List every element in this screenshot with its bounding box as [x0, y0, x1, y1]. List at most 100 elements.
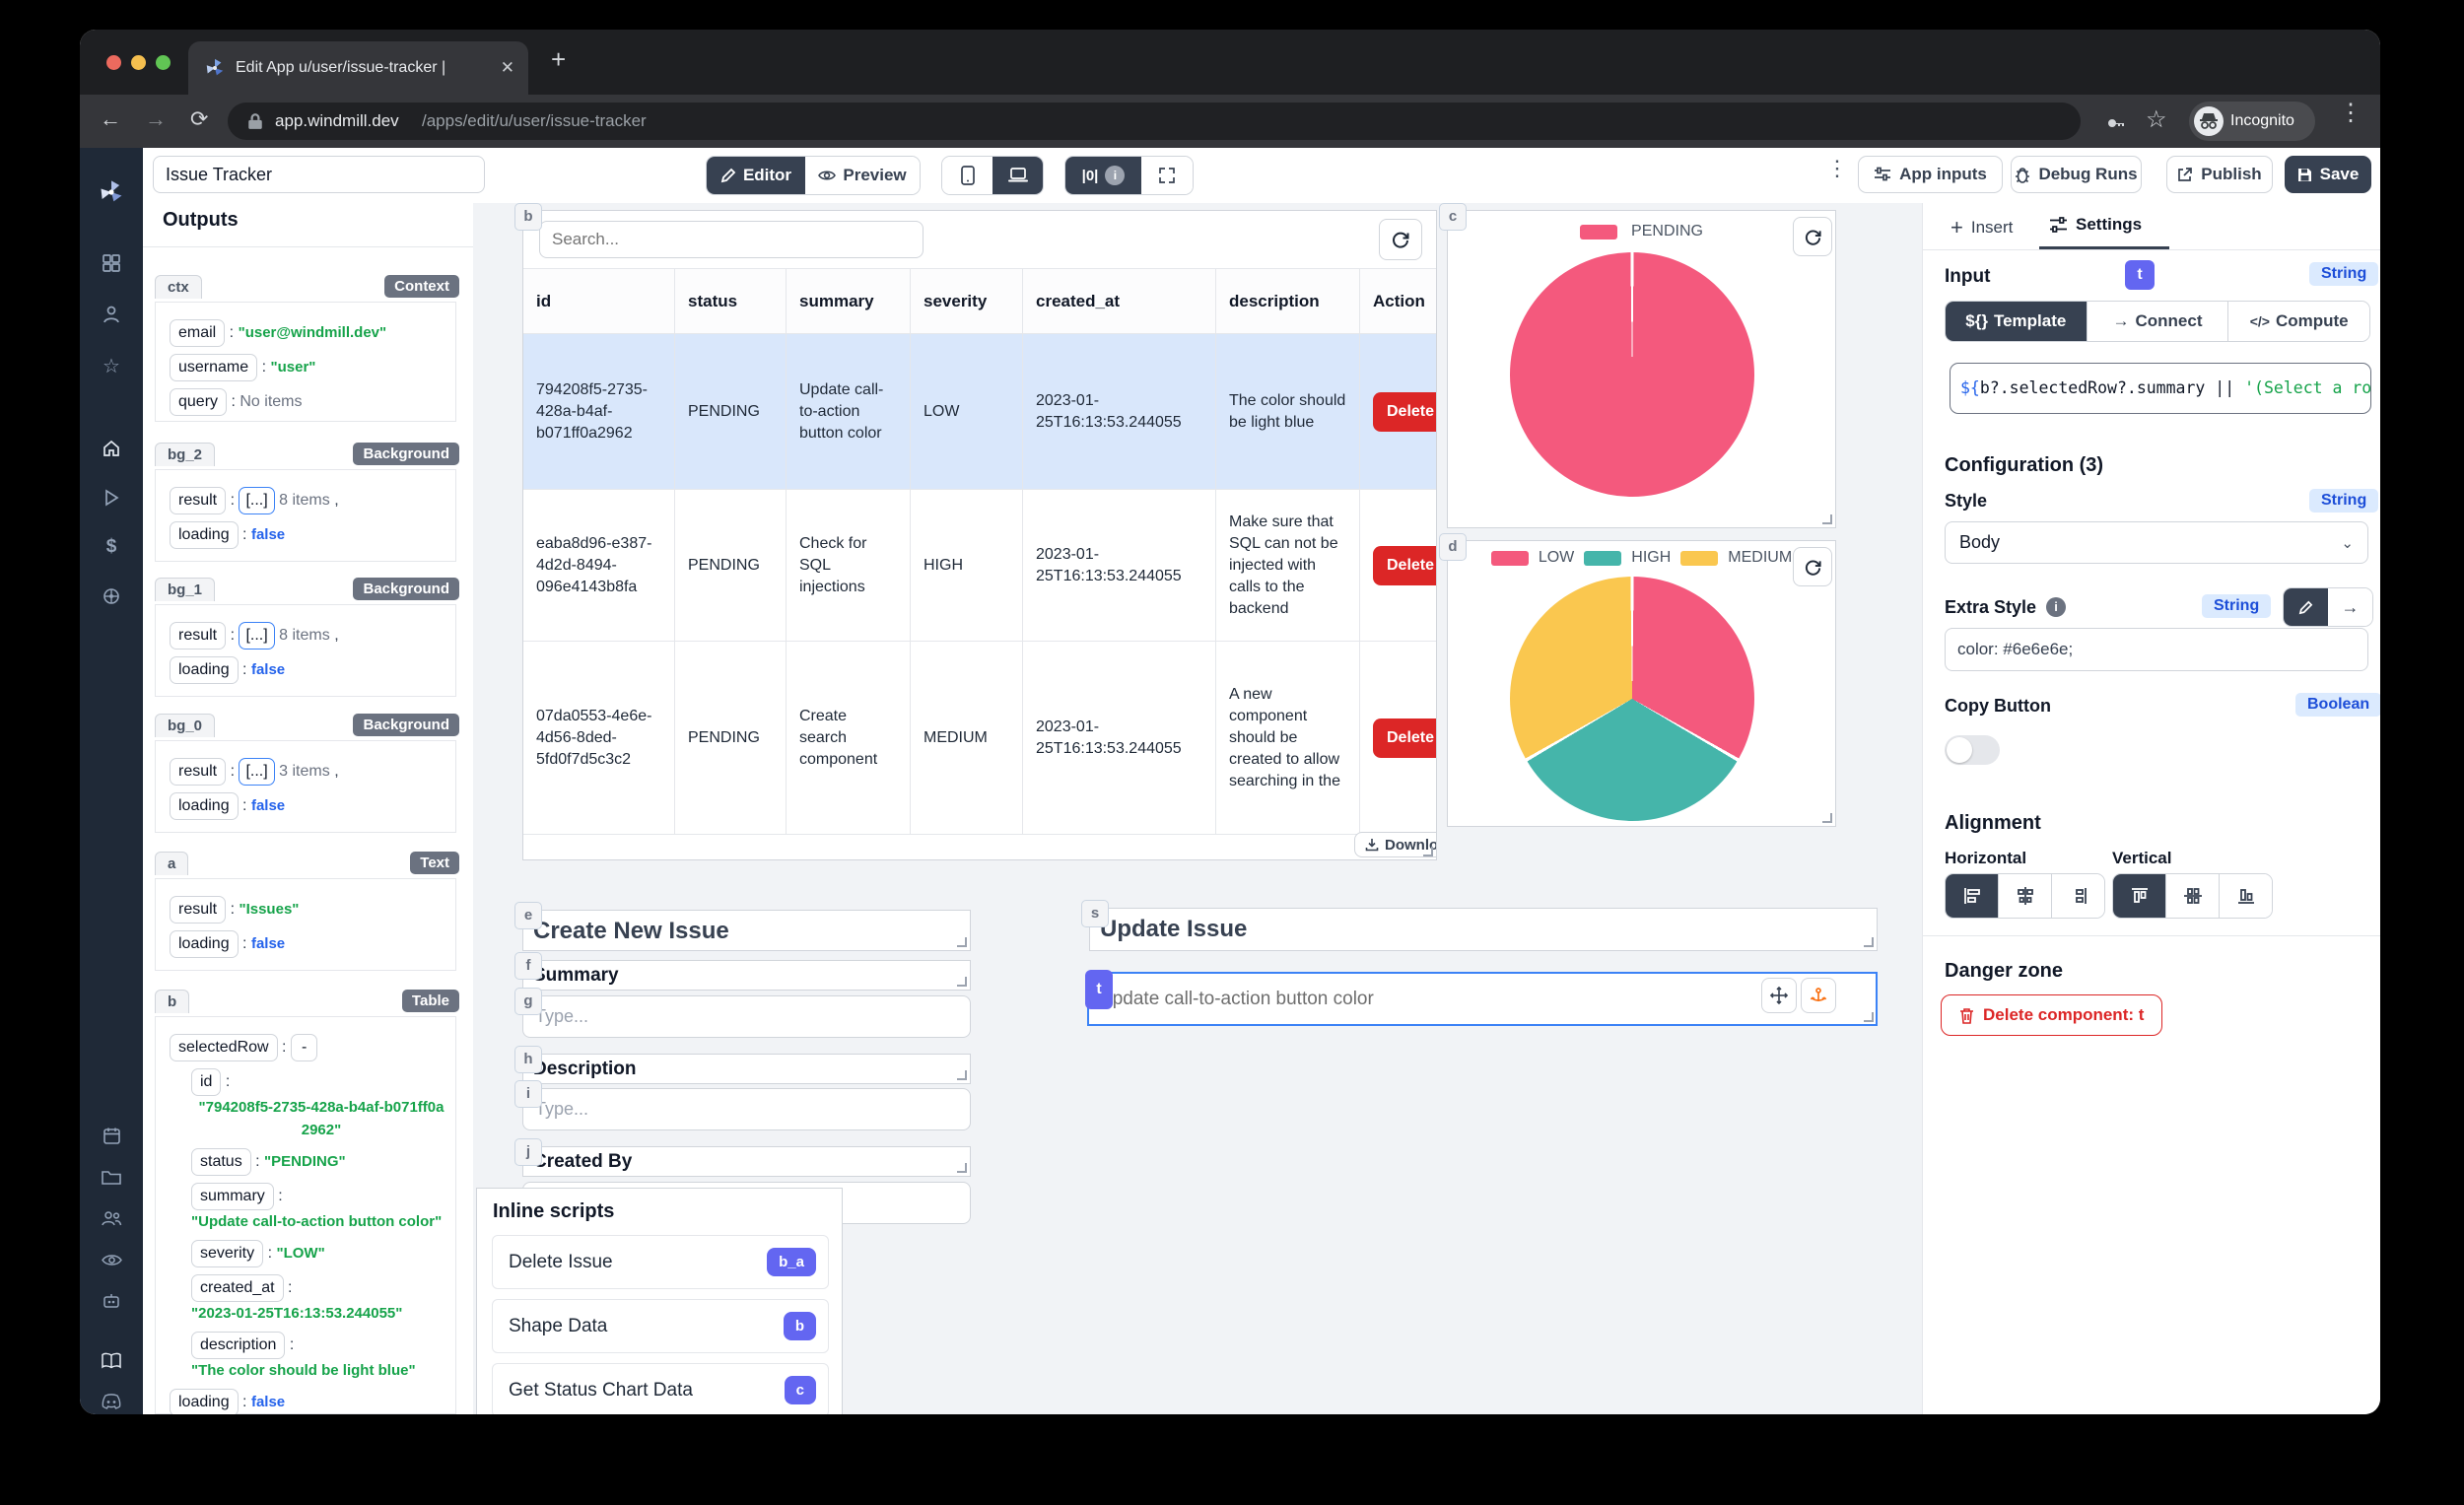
table-row-selected[interactable]: 794208f5-2735-428a-b4af-b071ff0a2962 PEN…	[523, 334, 1436, 490]
anchor-component-button[interactable]	[1801, 978, 1836, 1013]
connect-mode-tab[interactable]: → Connect	[2086, 302, 2228, 341]
json-key[interactable]: loading	[170, 656, 239, 684]
align-center-horizontal-button[interactable]	[1999, 874, 2052, 918]
tab-insert[interactable]: + Insert	[1951, 215, 2014, 239]
maximize-window-button[interactable]	[156, 55, 171, 70]
json-array-toggle[interactable]: [...]	[239, 487, 275, 514]
severity-pie-chart[interactable]: LOW HIGH MEDIUM	[1447, 540, 1836, 827]
align-top-button[interactable]	[2113, 874, 2166, 918]
legend-label[interactable]: HIGH	[1631, 549, 1672, 566]
json-key[interactable]: loading	[170, 792, 239, 820]
tab-settings[interactable]: Settings	[2049, 215, 2142, 235]
json-array-toggle[interactable]: [...]	[239, 622, 275, 650]
back-icon[interactable]: ←	[100, 106, 121, 131]
chart-refresh-button[interactable]	[1793, 217, 1832, 256]
style-select[interactable]: Body ⌄	[1945, 521, 2368, 564]
table-component[interactable]: id status summary severity created_at de…	[522, 210, 1437, 860]
more-options-icon[interactable]: ⋮	[1826, 156, 1848, 180]
reload-icon[interactable]: ⟳	[190, 106, 209, 131]
json-key[interactable]: loading	[170, 521, 239, 549]
pie-severity[interactable]	[1510, 577, 1754, 821]
output-id-bg0[interactable]: bg_0	[155, 714, 216, 737]
json-key[interactable]: loading	[170, 1389, 239, 1414]
output-id-bg2[interactable]: bg_2	[155, 443, 216, 466]
update-issue-title-component[interactable]: Update Issue	[1089, 908, 1878, 951]
app-name-input[interactable]	[153, 156, 485, 193]
users-icon[interactable]	[80, 1201, 143, 1235]
json-key[interactable]: email	[170, 319, 226, 347]
json-key[interactable]: id	[191, 1068, 222, 1096]
json-key[interactable]: query	[170, 388, 228, 416]
legend-label[interactable]: LOW	[1538, 549, 1575, 566]
output-id-b[interactable]: b	[155, 990, 190, 1013]
apps-grid-icon[interactable]	[80, 246, 143, 280]
json-key[interactable]: result	[170, 622, 227, 650]
inline-script-item[interactable]: Get Status Chart Data c	[492, 1363, 829, 1414]
table-refresh-button[interactable]	[1379, 219, 1422, 260]
column-header[interactable]: severity	[911, 269, 1023, 333]
eye-icon[interactable]	[80, 1243, 143, 1276]
preview-tab[interactable]: Preview	[805, 157, 920, 194]
folder-icon[interactable]	[80, 1160, 143, 1194]
connect-mode-button[interactable]: →	[2328, 588, 2372, 626]
wheel-icon[interactable]	[80, 580, 143, 613]
component-badge-chart-severity[interactable]: d	[1439, 533, 1467, 561]
calendar-icon[interactable]	[80, 1119, 143, 1152]
dollar-icon[interactable]: $	[105, 536, 117, 557]
json-key[interactable]: selectedRow	[170, 1034, 278, 1061]
delete-issue-button[interactable]: Delete	[1373, 545, 1436, 585]
copy-button-toggle[interactable]	[1945, 735, 2000, 765]
json-array-toggle[interactable]: [...]	[239, 758, 275, 786]
editor-tab[interactable]: Editor	[707, 157, 805, 194]
minimize-window-button[interactable]	[131, 55, 146, 70]
outputs-inspector-toggle[interactable]: |0| i	[1065, 157, 1141, 194]
column-header[interactable]: created_at	[1023, 269, 1216, 333]
compute-mode-tab[interactable]: </> Compute	[2227, 302, 2369, 341]
json-key[interactable]: summary	[191, 1183, 274, 1210]
align-right-button[interactable]	[2052, 874, 2104, 918]
legend-label[interactable]: MEDIUM	[1728, 549, 1793, 566]
windmill-logo[interactable]	[80, 175, 143, 209]
mobile-view-button[interactable]	[942, 157, 992, 194]
json-key[interactable]: loading	[170, 930, 239, 958]
new-tab-icon[interactable]: +	[551, 44, 567, 74]
template-mode-tab[interactable]: ${} Template	[1946, 302, 2087, 341]
output-id-a[interactable]: a	[155, 852, 189, 875]
legend-label[interactable]: PENDING	[1631, 223, 1703, 239]
output-id-ctx[interactable]: ctx	[155, 275, 202, 299]
status-pie-chart[interactable]: PENDING	[1447, 210, 1836, 528]
app-inputs-button[interactable]: App inputs	[1858, 156, 2003, 193]
password-key-icon[interactable]	[2104, 110, 2128, 134]
summary-label-component[interactable]: Summary	[522, 960, 971, 991]
incognito-badge[interactable]: Incognito	[2189, 102, 2315, 141]
worker-icon[interactable]	[80, 1284, 143, 1318]
component-badge-description-input[interactable]: i	[514, 1080, 542, 1108]
play-icon[interactable]	[80, 481, 143, 514]
description-label-component[interactable]: Description	[522, 1054, 971, 1084]
component-badge-chart-status[interactable]: c	[1439, 203, 1467, 231]
book-icon[interactable]	[80, 1343, 143, 1377]
chart-refresh-button[interactable]	[1793, 547, 1832, 586]
table-search-input[interactable]	[539, 221, 924, 258]
delete-issue-button[interactable]: Delete	[1373, 391, 1436, 432]
extra-style-input[interactable]: color: #6e6e6e;	[1945, 628, 2368, 671]
json-key[interactable]: status	[191, 1148, 251, 1176]
json-key[interactable]: username	[170, 354, 258, 381]
user-icon[interactable]	[80, 298, 143, 331]
json-key[interactable]: severity	[191, 1240, 264, 1267]
inline-script-item[interactable]: Delete Issue b_a	[492, 1235, 829, 1289]
component-badge-update-title[interactable]: s	[1081, 900, 1109, 927]
summary-input[interactable]: Type...	[522, 995, 971, 1038]
inline-script-item[interactable]: Shape Data b	[492, 1299, 829, 1353]
create-issue-title-component[interactable]: Create New Issue	[522, 910, 971, 951]
align-left-button[interactable]	[1946, 874, 1999, 918]
column-header[interactable]: description	[1216, 269, 1360, 333]
column-header[interactable]: id	[523, 269, 675, 333]
address-bar[interactable]: app.windmill.dev /apps/edit/u/user/issue…	[228, 103, 2081, 140]
json-key[interactable]: result	[170, 896, 227, 924]
tab-close-icon[interactable]: ✕	[500, 58, 514, 77]
column-header[interactable]: Action	[1373, 291, 1425, 310]
component-badge-summary-input[interactable]: g	[514, 988, 542, 1015]
move-component-button[interactable]	[1761, 978, 1797, 1013]
update-text-component-selected[interactable]: t Update call-to-action button color	[1085, 970, 1878, 1026]
